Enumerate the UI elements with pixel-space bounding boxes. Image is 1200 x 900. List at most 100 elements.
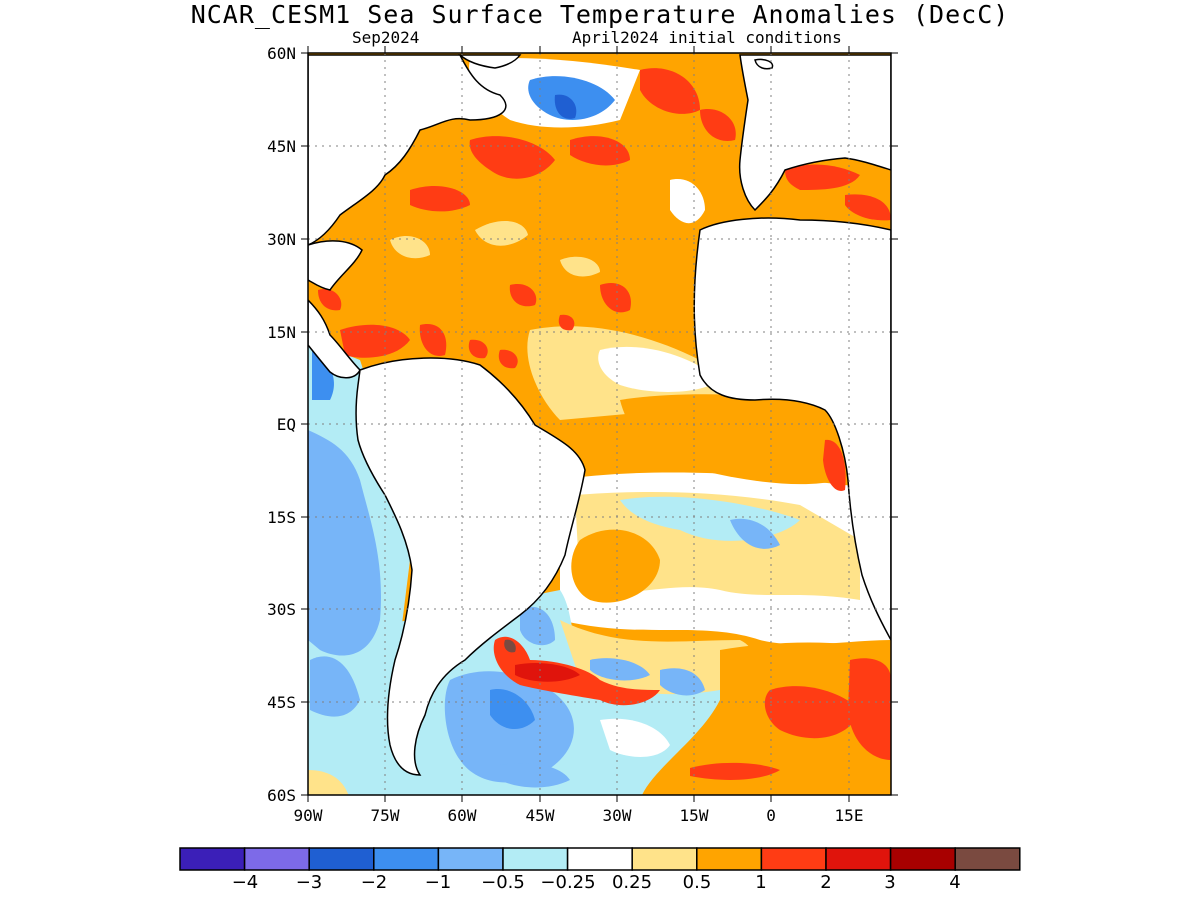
colorbar-box [179,847,246,871]
coastlines [308,54,891,776]
southeast-red-3 [690,762,780,780]
colorbar-label: −3 [296,872,323,893]
initial-conditions: April2024 initial conditions [572,28,842,47]
land-africa [693,217,891,641]
lat-label: 15N [267,323,296,342]
lon-tick: 15E [835,46,864,825]
colorbar-label: 3 [884,872,895,893]
southeast-red-2 [848,658,891,760]
north-blue-core [528,76,615,120]
colorbar-label: 4 [949,872,960,893]
caribbean-red [340,324,410,358]
colorbar-box [760,847,827,871]
lat-axis: 60N 45N 30N 15N EQ 15S 30S 45S 60S [267,44,898,805]
north-red-1 [640,68,700,114]
lat-label: 45N [267,137,296,156]
lon-label: 75W [371,806,400,825]
lon-label: 15E [835,806,864,825]
colorbar-box [502,847,569,871]
colorbar-box [631,847,698,871]
colorbar-label: 1 [755,872,766,893]
north-darkblue-core [554,94,577,119]
lon-label: 90W [294,806,323,825]
lon-label: 30W [603,806,632,825]
southeast-red-1 [764,686,860,739]
lat-label: EQ [277,415,296,434]
confluence-darkred [515,663,580,682]
gulf-mexico-red [318,289,342,311]
lon-tick: 0 [766,46,776,825]
lat-tick: 60S [267,786,898,805]
colorbar-box [889,847,956,871]
north-red-7 [600,282,631,313]
tropical-red-1 [419,324,447,356]
lat-label: 30S [267,600,296,619]
colorbar: −4 −3 −2 −1 −0.5 −0.25 0.25 0.5 1 2 3 4 [179,847,1021,893]
colorbar-box [566,847,633,871]
lat-tick: 45S [267,693,898,712]
patch-blue-sa [730,518,780,549]
lon-label: 0 [766,806,776,825]
colorbar-label: 0.25 [612,872,652,893]
north-yellow-2 [475,220,528,246]
lat-tick: 60N [267,44,898,63]
lon-tick: 90W [294,46,323,825]
confluence-brown [504,639,516,653]
lat-label: 15S [267,508,296,527]
lon-label: 15W [680,806,709,825]
lat-label: 30N [267,230,296,249]
land-south-america [355,357,586,776]
colorbar-boxes [179,847,1021,871]
north-red-8 [558,314,575,331]
forecast-month: Sep2024 [352,28,420,47]
argentine-blue-5 [500,763,570,788]
lat-tick: 45N [267,137,898,156]
map-title: NCAR_CESM1 Sea Surface Temperature Anoma… [190,0,1010,29]
north-red-6 [509,284,537,307]
colorbar-label: −4 [232,872,259,893]
north-yellow-1 [390,235,430,259]
colorbar-label: −1 [425,872,452,893]
colorbar-label: 0.5 [683,872,712,893]
lat-label: 60N [267,44,296,63]
land-florida [308,240,363,291]
pacific-midblue [312,350,334,400]
north-red-5 [410,185,470,212]
colorbar-label: −0.5 [481,872,525,893]
north-yellow-3 [560,256,600,277]
lat-tick: 15S [267,508,898,527]
colorbar-label: −2 [361,872,388,893]
colorbar-label: −0.25 [540,872,595,893]
argentine-blue-4 [660,668,705,696]
colorbar-label: 2 [820,872,831,893]
argentine-blue-3 [590,658,650,681]
patch-orange-sa [571,529,660,603]
pacific-yellow-corner [308,770,349,795]
mediterranean-red-2 [845,194,891,221]
colorbar-box [373,847,440,871]
mediterranean-red [785,164,860,190]
argentine-midblue [490,689,535,730]
lon-tick: 60W [448,46,477,825]
lon-label: 45W [526,806,555,825]
pacific-blue [308,430,381,656]
north-red-2 [700,109,736,141]
graticule [308,53,891,795]
north-white-patch [670,179,705,224]
southeast-orange [642,642,891,795]
lon-axis: 90W 75W 60W 45W 30W 15W 0 15E [294,46,864,825]
land-north-america [308,54,507,246]
colorbar-box [825,847,892,871]
equatorial-white [598,346,720,392]
tropical-red-3 [498,349,518,369]
lon-label: 60W [448,806,477,825]
colorbar-labels: −4 −3 −2 −1 −0.5 −0.25 0.25 0.5 1 2 3 4 [232,872,961,893]
colorbar-box [243,847,310,871]
land-iceland [754,58,774,70]
north-red-4 [570,136,630,166]
tropical-red-2 [468,339,488,359]
map-field [308,53,891,795]
lat-tick: 30S [267,600,898,619]
lat-label: 60S [267,786,296,805]
